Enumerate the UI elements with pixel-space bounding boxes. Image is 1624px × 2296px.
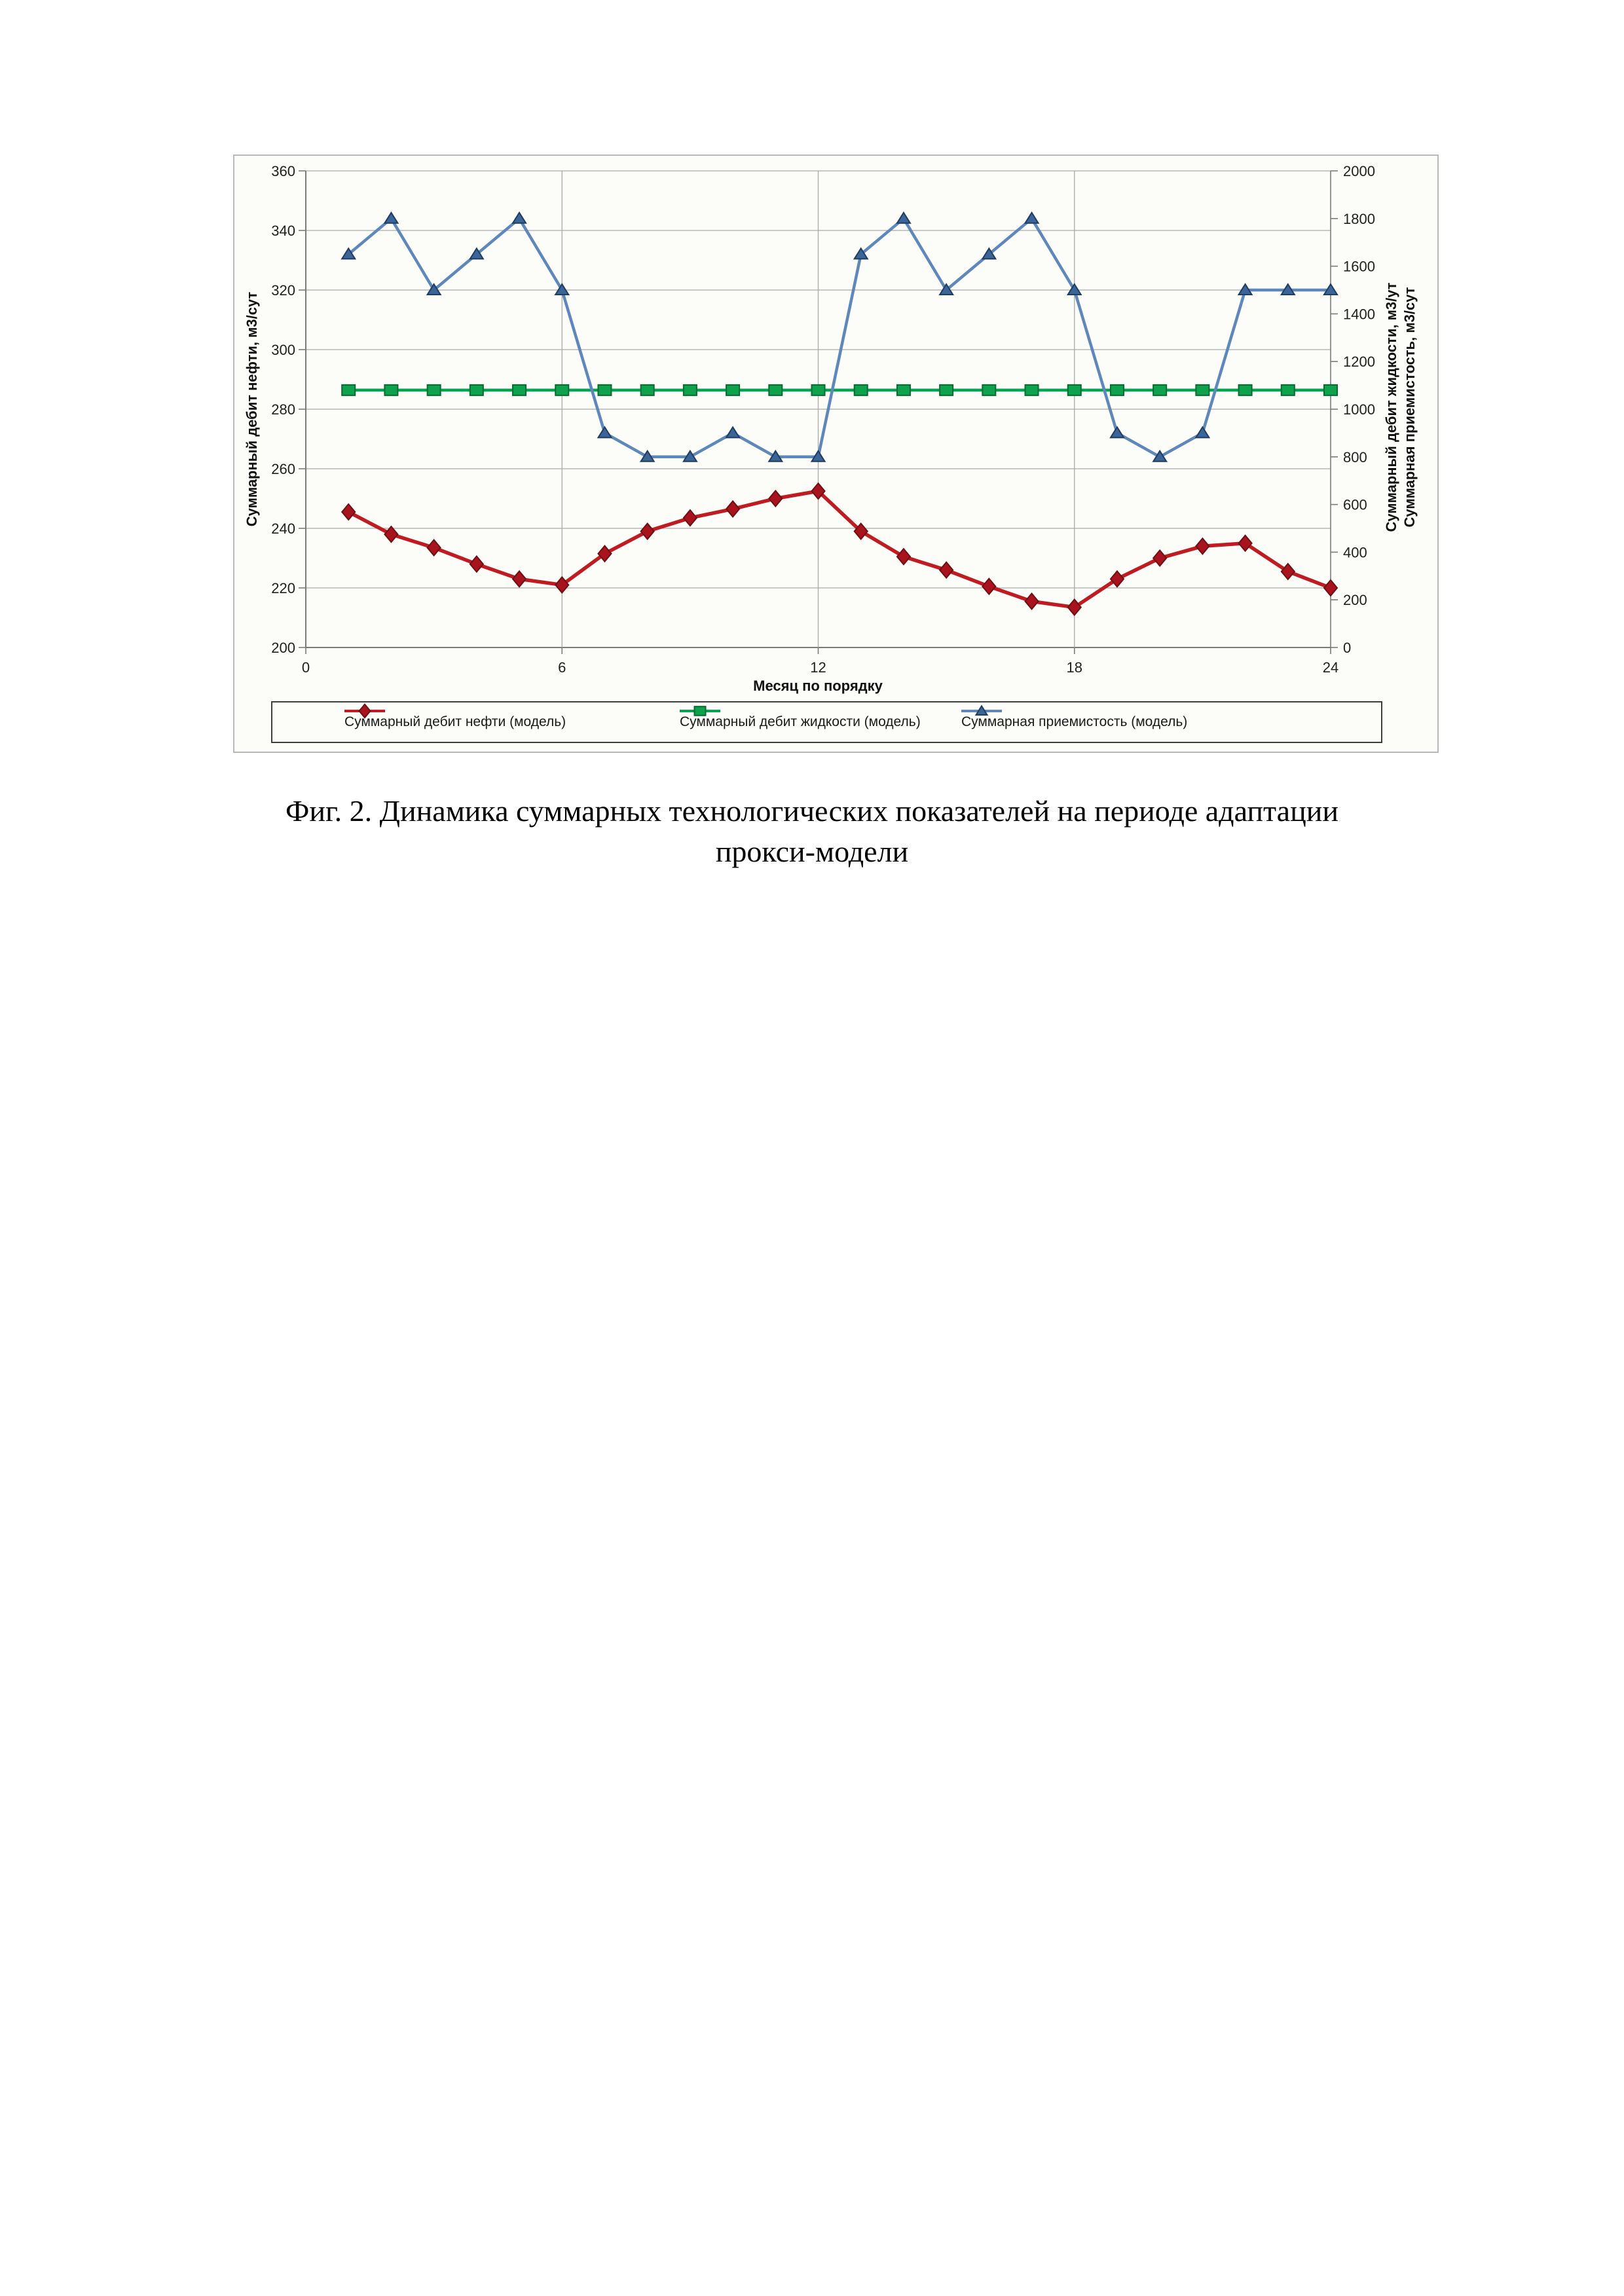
svg-text:200: 200 xyxy=(271,640,295,656)
chart-frame: 200 220 240 260 280 300 320 340 360 0 6 12 18 24 0 200 4… xyxy=(233,155,1439,753)
legend-label: Суммарная приемистость (модель) xyxy=(961,714,1188,729)
svg-text:280: 280 xyxy=(271,401,295,418)
svg-text:240: 240 xyxy=(271,520,295,537)
svg-text:0: 0 xyxy=(302,659,310,676)
svg-text:24: 24 xyxy=(1323,659,1338,676)
svg-text:800: 800 xyxy=(1343,449,1367,465)
svg-text:300: 300 xyxy=(271,342,295,358)
svg-text:400: 400 xyxy=(1343,544,1367,560)
svg-text:12: 12 xyxy=(810,659,826,676)
svg-text:340: 340 xyxy=(271,223,295,239)
svg-text:220: 220 xyxy=(271,580,295,596)
legend-entry-liquid-rate: Суммарный дебит жидкости (модель) xyxy=(680,702,921,742)
left-axis-title: Суммарный дебит нефти, м3/сут xyxy=(244,291,260,527)
svg-text:1800: 1800 xyxy=(1343,211,1375,227)
figure-caption: Фиг. 2. Динамика суммарных технологическ… xyxy=(0,791,1624,872)
legend-entry-injectivity: Суммарная приемистость (модель) xyxy=(961,702,1187,742)
x-axis-title: Месяц по порядку xyxy=(753,678,883,694)
svg-text:6: 6 xyxy=(558,659,566,676)
svg-text:320: 320 xyxy=(271,282,295,299)
svg-text:600: 600 xyxy=(1343,497,1367,513)
figure-caption-line1: Фиг. 2. Динамика суммарных технологическ… xyxy=(286,794,1338,828)
svg-text:18: 18 xyxy=(1067,659,1082,676)
legend-sample-red-diamond xyxy=(344,703,385,719)
svg-text:1600: 1600 xyxy=(1343,259,1375,275)
chart-legend: Суммарный дебит нефти (модель) Суммарный… xyxy=(271,701,1382,743)
legend-sample-green-square xyxy=(680,706,720,716)
svg-text:1400: 1400 xyxy=(1343,306,1375,322)
right-axis-title-line1: Суммарный дебит жидкости, м3/ут xyxy=(1383,282,1399,532)
svg-text:1000: 1000 xyxy=(1343,401,1375,418)
svg-text:0: 0 xyxy=(1343,640,1351,656)
svg-text:260: 260 xyxy=(271,461,295,477)
legend-sample-blue-triangle xyxy=(961,704,1002,716)
legend-label: Суммарный дебит жидкости (модель) xyxy=(680,714,921,729)
figure-caption-line2: прокси-модели xyxy=(715,835,909,868)
svg-text:1200: 1200 xyxy=(1343,354,1375,370)
svg-text:360: 360 xyxy=(271,163,295,179)
legend-label: Суммарный дебит нефти (модель) xyxy=(344,714,566,729)
svg-text:2000: 2000 xyxy=(1343,163,1375,179)
svg-text:200: 200 xyxy=(1343,592,1367,608)
legend-entry-oil-rate: Суммарный дебит нефти (модель) xyxy=(344,702,566,742)
right-axis-title: Суммарный дебит жидкости, м3/ут Суммарна… xyxy=(1382,282,1419,532)
right-axis-title-line2: Суммарная приемистость, м3/сут xyxy=(1401,287,1418,528)
